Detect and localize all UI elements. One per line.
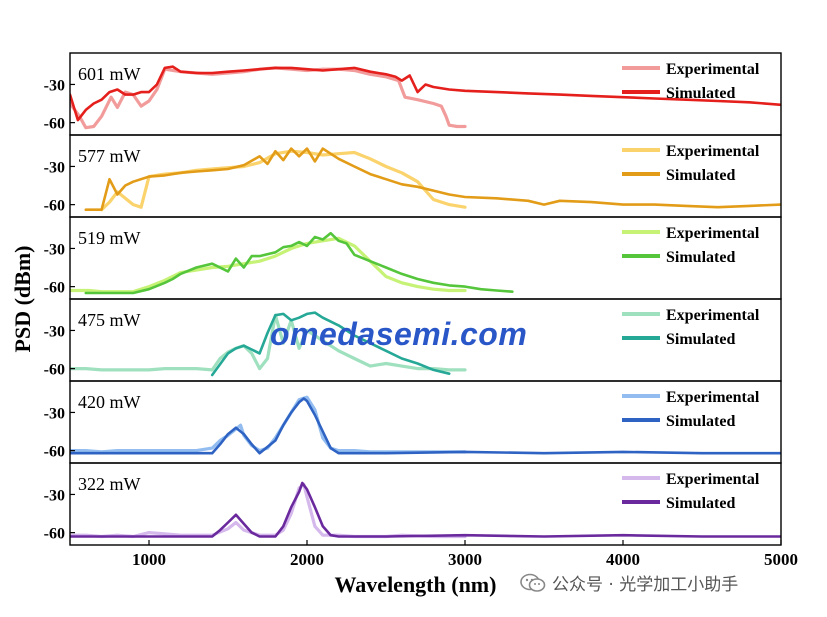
series-line-experimental-2	[70, 236, 467, 294]
legend-label-experimental-0: Experimental	[666, 61, 760, 78]
panel-power-label-0: 601 mW	[78, 64, 141, 84]
y-axis-title: PSD (dBm)	[10, 246, 35, 353]
legend-label-experimental-2: Experimental	[666, 225, 760, 242]
panel-power-label-4: 420 mW	[78, 392, 141, 412]
wechat-credit: 公众号 · 光学加工小助手	[520, 570, 738, 595]
legend-label-experimental-3: Experimental	[666, 307, 760, 324]
y-tick-label-2: -30	[44, 241, 65, 258]
legend-label-experimental-5: Experimental	[666, 471, 760, 488]
panel-frame-5	[69, 462, 782, 546]
wechat-icon	[520, 573, 546, 593]
y-tick-label-2: -60	[44, 280, 65, 297]
panel-power-label-5: 322 mW	[78, 474, 141, 494]
y-tick-label-5: -60	[44, 526, 65, 543]
legend-label-experimental-1: Experimental	[666, 143, 760, 160]
y-tick-label-3: -30	[44, 323, 65, 340]
series-line-experimental-1	[100, 149, 467, 212]
series-line-simulated-3	[210, 311, 451, 377]
legend-label-experimental-4: Experimental	[666, 389, 760, 406]
x-tick-label: 2000	[290, 550, 324, 569]
y-tick-label-1: -30	[44, 159, 65, 176]
x-tick-label: 5000	[764, 550, 798, 569]
series-line-experimental-3	[70, 313, 467, 372]
series-line-simulated-0	[70, 65, 781, 122]
x-axis-title: Wavelength (nm)	[335, 572, 497, 597]
legend-label-simulated-2: Simulated	[666, 249, 735, 266]
legend-label-simulated-1: Simulated	[666, 167, 735, 184]
legend-label-simulated-0: Simulated	[666, 85, 735, 102]
y-tick-label-5: -30	[44, 487, 65, 504]
credit-text: 公众号 · 光学加工小助手	[552, 575, 739, 595]
panel-power-label-3: 475 mW	[78, 310, 141, 330]
y-tick-label-4: -60	[44, 444, 65, 461]
panel-power-label-1: 577 mW	[78, 146, 141, 166]
y-tick-label-0: -30	[44, 77, 65, 94]
x-tick-label: 3000	[448, 550, 482, 569]
y-tick-label-0: -60	[44, 116, 65, 133]
series-line-simulated-5	[70, 481, 781, 538]
legend-label-simulated-5: Simulated	[666, 495, 735, 512]
y-tick-label-1: -60	[44, 198, 65, 215]
x-tick-label: 1000	[132, 550, 166, 569]
y-tick-label-4: -30	[44, 405, 65, 422]
series-line-simulated-2	[84, 231, 514, 295]
series-line-simulated-1	[84, 147, 781, 211]
x-tick-label: 4000	[606, 550, 640, 569]
legend-label-simulated-3: Simulated	[666, 331, 735, 348]
watermark-text: omedasemi.com	[270, 316, 528, 352]
panel-power-label-2: 519 mW	[78, 228, 141, 248]
legend-label-simulated-4: Simulated	[666, 413, 735, 430]
y-tick-label-3: -60	[44, 362, 65, 379]
series-line-simulated-4	[70, 397, 781, 455]
